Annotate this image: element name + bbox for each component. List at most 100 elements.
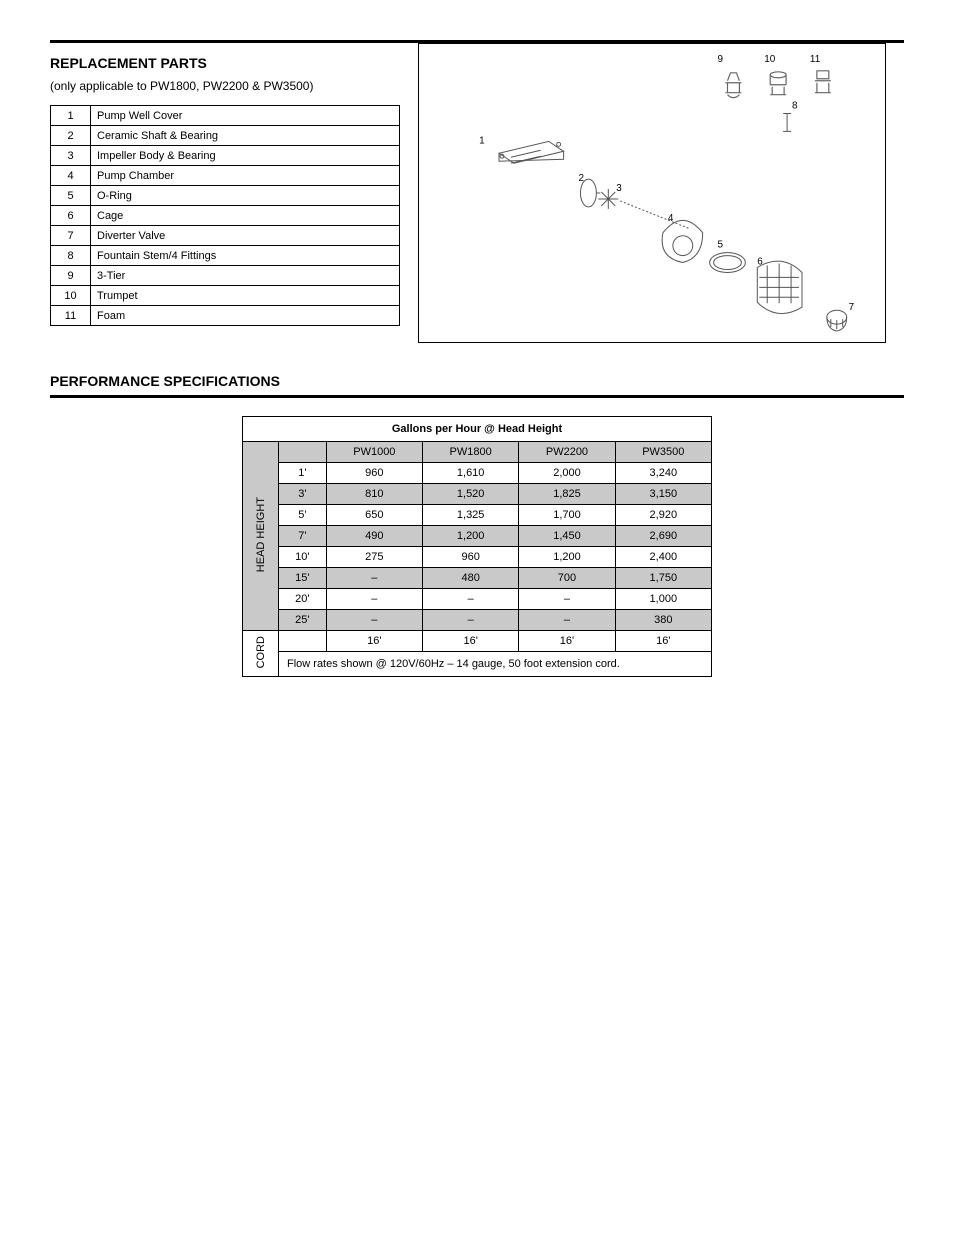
spec-cell: 380 — [615, 610, 711, 631]
spec-cell: 275 — [326, 547, 422, 568]
table-row: Flow rates shown @ 120V/60Hz – 14 gauge,… — [243, 652, 712, 677]
spec-cell: 1,520 — [423, 484, 519, 505]
table-row: 1'9601,6102,0003,240 — [243, 463, 712, 484]
spec-cell: 2,920 — [615, 505, 711, 526]
specs-notes: Flow rates shown @ 120V/60Hz – 14 gauge,… — [279, 652, 712, 677]
spec-cell: 15' — [279, 568, 327, 589]
part-label: Foam — [91, 306, 400, 326]
spec-cell: 700 — [519, 568, 615, 589]
table-row: 7Diverter Valve — [51, 226, 400, 246]
spec-cell: 16' — [519, 631, 615, 652]
col-header: PW1800 — [423, 442, 519, 463]
spec-cell: 3,240 — [615, 463, 711, 484]
spec-cell: – — [326, 589, 422, 610]
replacement-parts-subtitle: (only applicable to PW1800, PW2200 & PW3… — [50, 79, 400, 93]
label-1: 1 — [479, 135, 485, 146]
spec-cell: 25' — [279, 610, 327, 631]
cord-label: CORD — [243, 631, 279, 677]
spec-cell: 1,700 — [519, 505, 615, 526]
table-row: 10'2759601,2002,400 — [243, 547, 712, 568]
table-row: 5O-Ring — [51, 186, 400, 206]
spec-cell: 1,825 — [519, 484, 615, 505]
spec-cell: 1,000 — [615, 589, 711, 610]
part-label: Cage — [91, 206, 400, 226]
specs-table-title: Gallons per Hour @ Head Height — [243, 417, 712, 442]
part-number: 2 — [51, 126, 91, 146]
label-7: 7 — [849, 302, 855, 313]
part-number: 3 — [51, 146, 91, 166]
spec-cell: 1,200 — [519, 547, 615, 568]
spec-cell: 480 — [423, 568, 519, 589]
table-row: 7'4901,2001,4502,690 — [243, 526, 712, 547]
spec-cell: 810 — [326, 484, 422, 505]
table-row: 93-Tier — [51, 266, 400, 286]
table-row: 20'–––1,000 — [243, 589, 712, 610]
label-6: 6 — [757, 257, 763, 268]
spec-cell: 10' — [279, 547, 327, 568]
part-label: Impeller Body & Bearing — [91, 146, 400, 166]
label-9: 9 — [718, 54, 724, 65]
col-header — [279, 442, 327, 463]
spec-cell: – — [423, 610, 519, 631]
part-number: 6 — [51, 206, 91, 226]
spec-cell: – — [519, 610, 615, 631]
part-number: 4 — [51, 166, 91, 186]
part-label: Pump Well Cover — [91, 106, 400, 126]
col-header: PW2200 — [519, 442, 615, 463]
spec-cell: 960 — [423, 547, 519, 568]
part-number: 9 — [51, 266, 91, 286]
spec-cell: – — [326, 568, 422, 589]
spec-cell: 1,450 — [519, 526, 615, 547]
table-row: 8Fountain Stem/4 Fittings — [51, 246, 400, 266]
col-header: PW1000 — [326, 442, 422, 463]
table-row: 1Pump Well Cover — [51, 106, 400, 126]
spec-cell: 16' — [615, 631, 711, 652]
spec-cell: 1' — [279, 463, 327, 484]
spec-cell: 960 — [326, 463, 422, 484]
table-row: 15'–4807001,750 — [243, 568, 712, 589]
replacement-parts-title: REPLACEMENT PARTS — [50, 55, 400, 71]
head-height-label: HEAD HEIGHT — [243, 442, 279, 631]
part-number: 11 — [51, 306, 91, 326]
table-row: 5'6501,3251,7002,920 — [243, 505, 712, 526]
spec-cell — [279, 631, 327, 652]
label-11: 11 — [810, 54, 821, 65]
spec-cell: 20' — [279, 589, 327, 610]
label-5: 5 — [718, 240, 724, 251]
label-10: 10 — [764, 54, 776, 65]
part-number: 5 — [51, 186, 91, 206]
table-row: 4Pump Chamber — [51, 166, 400, 186]
part-number: 8 — [51, 246, 91, 266]
table-row: 25'–––380 — [243, 610, 712, 631]
part-label: Trumpet — [91, 286, 400, 306]
part-number: 7 — [51, 226, 91, 246]
mid-rule — [50, 395, 904, 398]
spec-cell: 2,400 — [615, 547, 711, 568]
part-label: Diverter Valve — [91, 226, 400, 246]
spec-cell: 2,000 — [519, 463, 615, 484]
spec-cell: 3,150 — [615, 484, 711, 505]
spec-cell: 490 — [326, 526, 422, 547]
label-3: 3 — [616, 183, 622, 194]
specs-table: Gallons per Hour @ Head Height HEAD HEIG… — [242, 416, 712, 677]
spec-cell: 650 — [326, 505, 422, 526]
part-number: 1 — [51, 106, 91, 126]
spec-cell: 7' — [279, 526, 327, 547]
label-2: 2 — [578, 173, 584, 184]
table-row: HEAD HEIGHTPW1000PW1800PW2200PW3500 — [243, 442, 712, 463]
part-label: Pump Chamber — [91, 166, 400, 186]
spec-cell: 2,690 — [615, 526, 711, 547]
table-row: 3'8101,5201,8253,150 — [243, 484, 712, 505]
part-label: Fountain Stem/4 Fittings — [91, 246, 400, 266]
spec-cell: – — [519, 589, 615, 610]
part-label: 3-Tier — [91, 266, 400, 286]
label-4: 4 — [668, 213, 674, 224]
part-label: Ceramic Shaft & Bearing — [91, 126, 400, 146]
label-8: 8 — [792, 101, 798, 112]
table-row: CORD16'16'16'16' — [243, 631, 712, 652]
spec-cell: 3' — [279, 484, 327, 505]
table-row: 2Ceramic Shaft & Bearing — [51, 126, 400, 146]
table-row: 6Cage — [51, 206, 400, 226]
table-row: 11Foam — [51, 306, 400, 326]
parts-table: 1Pump Well Cover2Ceramic Shaft & Bearing… — [50, 105, 400, 326]
